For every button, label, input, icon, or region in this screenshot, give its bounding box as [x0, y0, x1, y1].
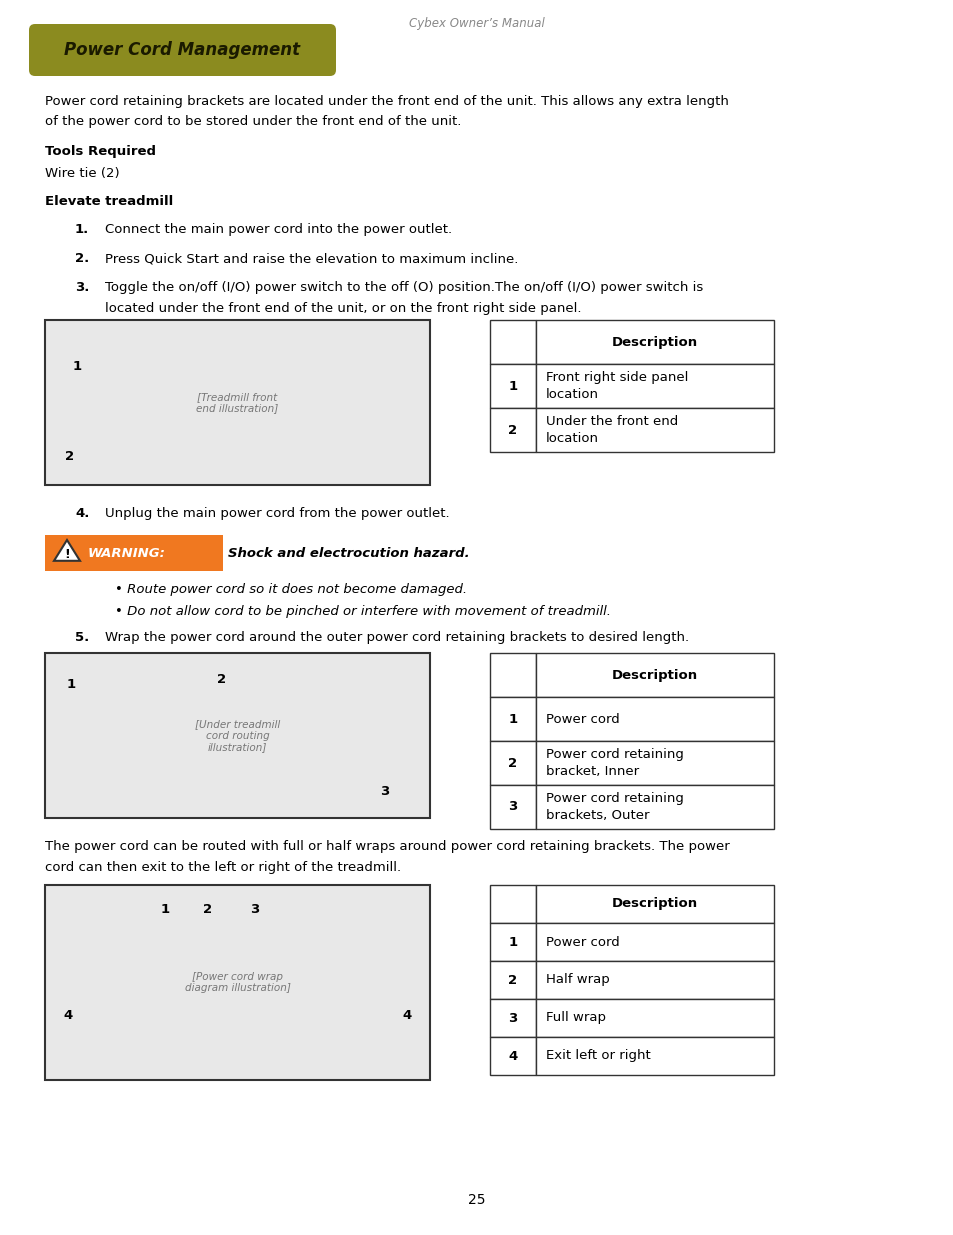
Bar: [536, 320, 773, 364]
Bar: [490, 785, 536, 829]
Text: Wire tie (2): Wire tie (2): [45, 167, 119, 180]
Text: 1: 1: [508, 935, 517, 948]
Text: 25: 25: [468, 1193, 485, 1207]
Text: Connect the main power cord into the power outlet.: Connect the main power cord into the pow…: [105, 224, 452, 236]
Bar: [490, 697, 536, 741]
Text: Front right side panel
location: Front right side panel location: [545, 370, 688, 401]
Bar: [536, 653, 773, 697]
Text: Power Cord Management: Power Cord Management: [65, 41, 300, 59]
Bar: [490, 1037, 536, 1074]
Text: 1: 1: [508, 713, 517, 725]
Text: Description: Description: [611, 898, 698, 910]
Bar: [490, 961, 536, 999]
Bar: [490, 885, 536, 923]
Bar: [536, 408, 773, 452]
Text: [Power cord wrap
diagram illustration]: [Power cord wrap diagram illustration]: [184, 972, 290, 993]
Text: 1: 1: [73, 359, 82, 373]
Text: Toggle the on/off (I/O) power switch to the off (O) position.The on/off (I/O) po: Toggle the on/off (I/O) power switch to …: [105, 282, 702, 294]
Text: 4: 4: [63, 1009, 72, 1023]
Text: WARNING:: WARNING:: [88, 547, 166, 559]
Bar: [536, 961, 773, 999]
Text: 1: 1: [508, 379, 517, 393]
Text: Tools Required: Tools Required: [45, 144, 156, 158]
Text: Description: Description: [611, 336, 698, 348]
Bar: [490, 999, 536, 1037]
Text: 1: 1: [160, 903, 170, 916]
Text: 2: 2: [203, 903, 213, 916]
Bar: [490, 364, 536, 408]
Text: 2: 2: [65, 450, 74, 463]
Text: 1.: 1.: [75, 224, 90, 236]
Bar: [490, 741, 536, 785]
Bar: [45, 885, 430, 1079]
Text: of the power cord to be stored under the front end of the unit.: of the power cord to be stored under the…: [45, 115, 461, 128]
Text: Half wrap: Half wrap: [545, 973, 609, 987]
Bar: [536, 999, 773, 1037]
Text: 2: 2: [217, 673, 227, 685]
Text: located under the front end of the unit, or on the front right side panel.: located under the front end of the unit,…: [105, 303, 581, 315]
Text: 4: 4: [401, 1009, 411, 1023]
Text: The power cord can be routed with full or half wraps around power cord retaining: The power cord can be routed with full o…: [45, 840, 729, 853]
Text: 2: 2: [508, 424, 517, 436]
Text: Power cord retaining
brackets, Outer: Power cord retaining brackets, Outer: [545, 792, 683, 823]
Text: • Do not allow cord to be pinched or interfere with movement of treadmill.: • Do not allow cord to be pinched or int…: [115, 605, 610, 618]
Text: Description: Description: [611, 668, 698, 682]
Bar: [45, 653, 430, 818]
Text: Wrap the power cord around the outer power cord retaining brackets to desired le: Wrap the power cord around the outer pow…: [105, 631, 688, 643]
Bar: [536, 364, 773, 408]
Text: Elevate treadmill: Elevate treadmill: [45, 195, 173, 207]
Text: 3: 3: [508, 800, 517, 814]
Text: 4.: 4.: [75, 508, 90, 520]
Text: Shock and electrocution hazard.: Shock and electrocution hazard.: [228, 547, 469, 559]
Bar: [536, 923, 773, 961]
Polygon shape: [54, 540, 80, 561]
Text: Unplug the main power cord from the power outlet.: Unplug the main power cord from the powe…: [105, 508, 449, 520]
Text: Press Quick Start and raise the elevation to maximum incline.: Press Quick Start and raise the elevatio…: [105, 252, 517, 266]
Text: Power cord: Power cord: [545, 713, 619, 725]
Bar: [536, 1037, 773, 1074]
Text: 2: 2: [508, 757, 517, 769]
Text: Power cord retaining brackets are located under the front end of the unit. This : Power cord retaining brackets are locate…: [45, 95, 728, 107]
Bar: [536, 885, 773, 923]
Bar: [45, 320, 430, 485]
Text: Cybex Owner’s Manual: Cybex Owner’s Manual: [409, 17, 544, 30]
Text: 2.: 2.: [75, 252, 90, 266]
Bar: [45, 535, 223, 571]
Text: 3.: 3.: [75, 282, 90, 294]
Bar: [490, 320, 536, 364]
Bar: [536, 697, 773, 741]
Text: 3: 3: [250, 903, 259, 916]
Text: Under the front end
location: Under the front end location: [545, 415, 678, 445]
Text: • Route power cord so it does not become damaged.: • Route power cord so it does not become…: [115, 583, 467, 597]
Text: 5.: 5.: [75, 631, 90, 643]
Text: Power cord retaining
bracket, Inner: Power cord retaining bracket, Inner: [545, 748, 683, 778]
FancyBboxPatch shape: [29, 23, 335, 77]
Text: Power cord: Power cord: [545, 935, 619, 948]
Text: Exit left or right: Exit left or right: [545, 1050, 650, 1062]
Text: 4: 4: [508, 1050, 517, 1062]
Bar: [490, 408, 536, 452]
Bar: [536, 741, 773, 785]
Text: Full wrap: Full wrap: [545, 1011, 605, 1025]
Bar: [536, 785, 773, 829]
Bar: [490, 923, 536, 961]
Text: 2: 2: [508, 973, 517, 987]
Text: cord can then exit to the left or right of the treadmill.: cord can then exit to the left or right …: [45, 861, 400, 874]
Text: 3: 3: [379, 785, 389, 798]
Text: 1: 1: [67, 678, 76, 692]
Text: [Under treadmill
cord routing
illustration]: [Under treadmill cord routing illustrati…: [194, 719, 280, 752]
Bar: [490, 653, 536, 697]
Text: !: !: [64, 547, 70, 561]
Text: 3: 3: [508, 1011, 517, 1025]
Text: [Treadmill front
end illustration]: [Treadmill front end illustration]: [196, 391, 278, 414]
